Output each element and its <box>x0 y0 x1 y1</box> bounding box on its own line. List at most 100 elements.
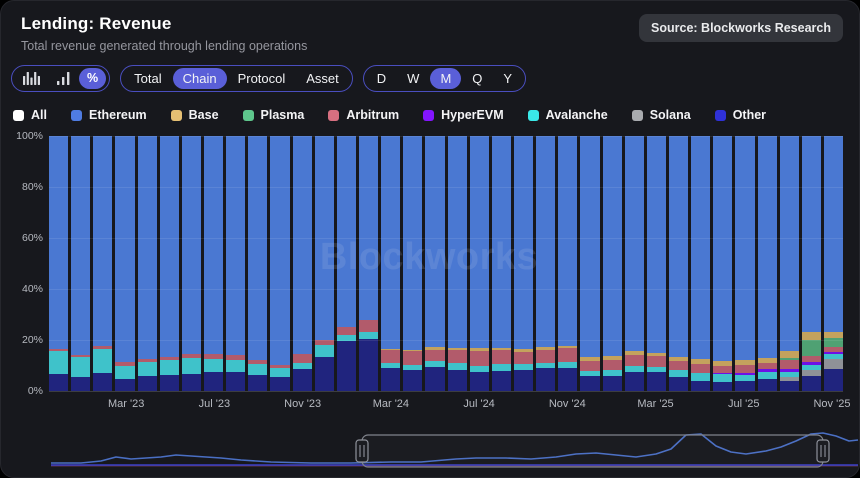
segment-avalanche <box>93 348 113 374</box>
bar-jun25[interactable] <box>713 136 733 391</box>
breakdown-toggle-group: Total Chain Protocol Asset <box>120 65 353 92</box>
bar-jan25[interactable] <box>602 136 622 391</box>
segment-ethereum <box>358 136 379 320</box>
breakdown-chain[interactable]: Chain <box>172 68 227 89</box>
bar-nov25[interactable] <box>823 136 844 391</box>
bar-may23[interactable] <box>159 136 179 391</box>
legend-swatch <box>13 109 24 121</box>
segment-ethereum <box>137 136 157 360</box>
segment-arbitrum <box>536 349 556 364</box>
interval-d[interactable]: D <box>367 68 396 89</box>
legend-item-hyperevm[interactable]: HyperEVM <box>423 108 504 122</box>
bar-nov24[interactable] <box>558 136 578 391</box>
bar-feb24[interactable] <box>358 136 379 391</box>
bar-dec23[interactable] <box>314 136 334 391</box>
interval-y[interactable]: Y <box>493 68 522 89</box>
bar-oct25[interactable] <box>801 136 821 391</box>
segment-arbitrum <box>425 349 445 361</box>
bar-apr25[interactable] <box>668 136 689 391</box>
bar-jul25[interactable] <box>735 136 755 391</box>
legend-item-plasma[interactable]: Plasma <box>242 108 304 122</box>
breakdown-total[interactable]: Total <box>124 68 171 89</box>
bar-may24[interactable] <box>425 136 445 391</box>
legend-item-base[interactable]: Base <box>170 108 219 122</box>
interval-q[interactable]: Q <box>462 68 492 89</box>
bar-feb25[interactable] <box>624 136 644 391</box>
source-badge: Source: Blockworks Research <box>639 14 843 42</box>
legend-item-all[interactable]: All <box>13 108 47 122</box>
segment-ethereum <box>270 136 290 366</box>
bar-mar25[interactable] <box>646 136 666 391</box>
segment-base <box>668 357 689 361</box>
bar-jan24[interactable] <box>336 136 356 391</box>
segment-arbitrum <box>624 355 644 366</box>
segment-ethereum <box>314 136 334 341</box>
segment-base <box>757 358 777 363</box>
bar-aug23[interactable] <box>226 136 246 391</box>
bar-mar24[interactable] <box>381 136 401 391</box>
brush-handle-left[interactable] <box>355 439 369 463</box>
segment-ethereum <box>203 136 224 355</box>
legend-item-solana[interactable]: Solana <box>631 108 691 122</box>
bar-nov23[interactable] <box>292 136 312 391</box>
page-title: Lending: Revenue <box>21 14 172 33</box>
bar-sep23[interactable] <box>248 136 268 391</box>
grouped-bars-icon[interactable] <box>15 68 48 89</box>
legend-item-ethereum[interactable]: Ethereum <box>70 108 147 122</box>
y-tick-label: 20% <box>21 334 43 346</box>
segment-other <box>137 375 157 391</box>
bar-jun24[interactable] <box>447 136 467 391</box>
bar-mar23[interactable] <box>115 136 135 391</box>
interval-w[interactable]: W <box>397 68 429 89</box>
bar-apr24[interactable] <box>403 136 423 391</box>
segment-other <box>49 373 69 391</box>
bar-aug25[interactable] <box>757 136 777 391</box>
segment-avalanche <box>314 345 334 357</box>
bar-sep25[interactable] <box>779 136 799 391</box>
segment-ethereum <box>447 136 467 348</box>
segment-ethereum <box>602 136 622 357</box>
segment-avalanche <box>823 354 844 360</box>
ascending-bars-icon[interactable] <box>49 68 78 89</box>
segment-arbitrum <box>292 354 312 363</box>
segment-base <box>602 356 622 360</box>
segment-avalanche <box>691 372 711 381</box>
segment-avalanche <box>646 367 666 373</box>
legend-item-arbitrum[interactable]: Arbitrum <box>328 108 399 122</box>
y-tick-label: 100% <box>16 130 43 142</box>
legend-label: All <box>31 108 47 122</box>
interval-m[interactable]: M <box>430 68 462 89</box>
bar-jan23[interactable] <box>71 136 91 391</box>
segment-arbitrum <box>358 319 379 333</box>
bar-oct23[interactable] <box>270 136 290 391</box>
legend-item-other[interactable]: Other <box>714 108 766 122</box>
segment-arbitrum <box>823 347 844 352</box>
bar-feb23[interactable] <box>93 136 113 391</box>
time-brush[interactable] <box>1 426 860 478</box>
brush-handle-right[interactable] <box>816 439 830 463</box>
segment-arbitrum <box>469 350 489 366</box>
segment-base <box>558 345 578 349</box>
brush-selection[interactable] <box>361 434 824 468</box>
breakdown-protocol[interactable]: Protocol <box>228 68 296 89</box>
bar-dec24[interactable] <box>580 136 600 391</box>
segment-other <box>425 367 445 391</box>
bar-oct24[interactable] <box>536 136 556 391</box>
bar-may25[interactable] <box>691 136 711 391</box>
brush-sparkline[interactable] <box>1 426 860 478</box>
bar-jul23[interactable] <box>203 136 224 391</box>
legend-label: Base <box>188 108 219 122</box>
bar-dec22[interactable] <box>49 136 69 391</box>
bar-jul24[interactable] <box>469 136 489 391</box>
bar-sep24[interactable] <box>513 136 534 391</box>
legend-item-avalanche[interactable]: Avalanche <box>527 108 608 122</box>
bar-jun23[interactable] <box>181 136 201 391</box>
percent-icon[interactable]: % <box>79 68 107 89</box>
segment-plasma <box>779 358 799 360</box>
bar-apr23[interactable] <box>137 136 157 391</box>
segment-avalanche <box>137 362 157 376</box>
breakdown-asset[interactable]: Asset <box>296 68 349 89</box>
segment-avalanche <box>624 365 644 372</box>
segment-hyperevm <box>735 372 755 375</box>
bar-aug24[interactable] <box>491 136 511 391</box>
